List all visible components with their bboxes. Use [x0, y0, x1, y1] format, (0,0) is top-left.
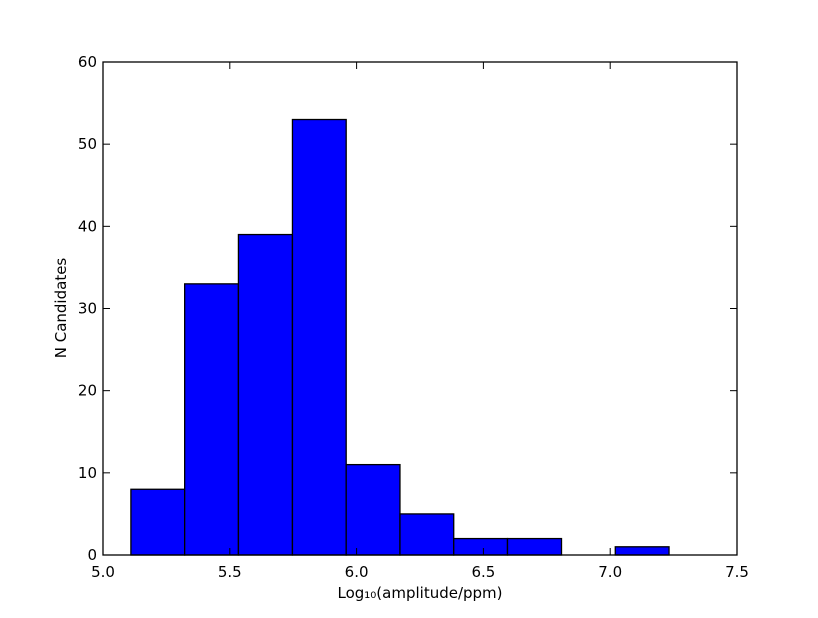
- bar: [130, 488, 186, 556]
- y-axis-label: N Candidates: [52, 258, 70, 359]
- bar: [453, 537, 509, 556]
- x-tick-label: 7.0: [598, 563, 622, 581]
- bar: [345, 463, 401, 556]
- bar: [614, 546, 670, 556]
- x-tick-label: 6.0: [345, 563, 369, 581]
- x-tick-label: 5.0: [91, 563, 115, 581]
- bar: [291, 118, 347, 556]
- y-tick-label: 10: [78, 464, 97, 482]
- y-tick-label: 0: [87, 546, 97, 564]
- y-tick-label: 30: [78, 300, 97, 318]
- y-tick-label: 40: [78, 217, 97, 235]
- x-tick-label: 6.5: [471, 563, 495, 581]
- x-axis-label: Log₁₀(amplitude/ppm): [337, 584, 502, 602]
- y-tick-label: 60: [78, 53, 97, 71]
- y-tick-label: 50: [78, 135, 97, 153]
- x-tick-label: 5.5: [218, 563, 242, 581]
- x-tick-label: 7.5: [725, 563, 749, 581]
- bar: [184, 283, 240, 556]
- y-tick-label: 20: [78, 382, 97, 400]
- bar: [237, 233, 294, 556]
- bar: [399, 513, 455, 556]
- bar: [506, 537, 563, 556]
